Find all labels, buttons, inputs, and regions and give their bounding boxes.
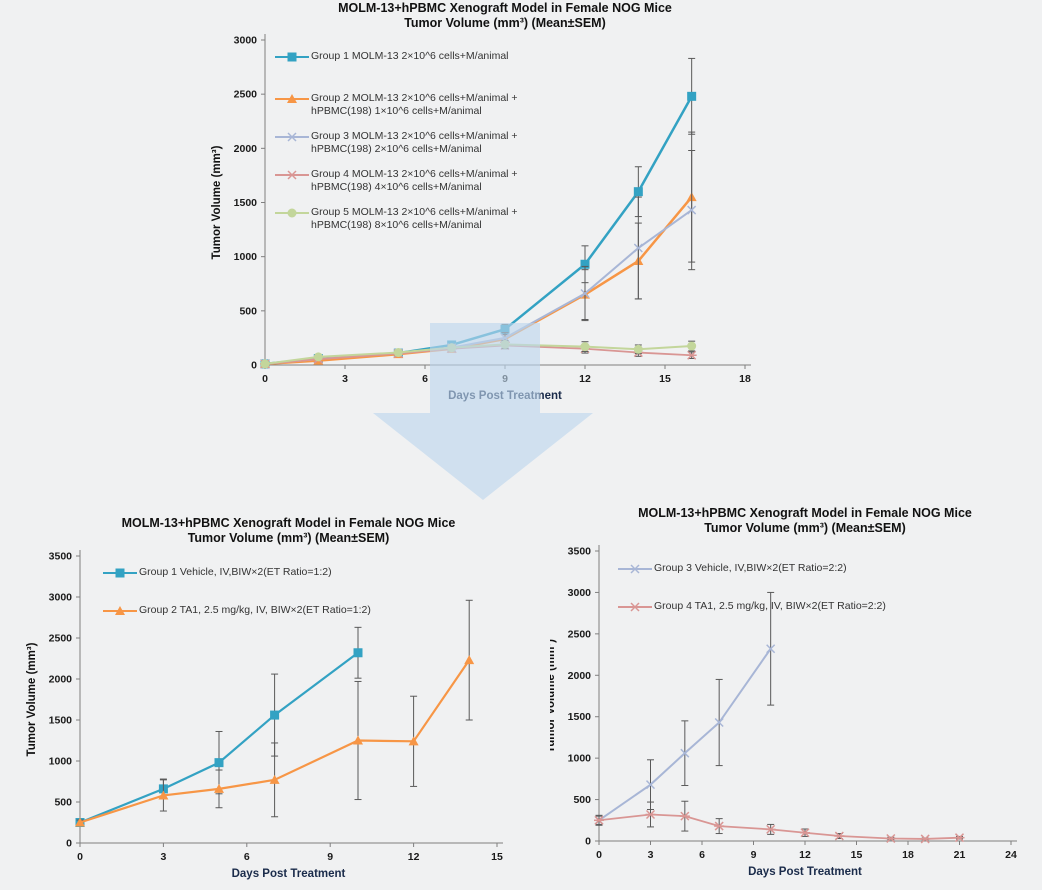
- svg-text:0: 0: [262, 373, 268, 385]
- legend-marker-icon: [275, 169, 309, 180]
- svg-text:1000: 1000: [234, 251, 258, 263]
- svg-text:0: 0: [77, 851, 83, 863]
- svg-text:3500: 3500: [49, 551, 73, 563]
- svg-text:3000: 3000: [49, 592, 73, 604]
- svg-text:9: 9: [751, 849, 757, 861]
- svg-text:Days Post Treatment: Days Post Treatment: [748, 866, 862, 878]
- svg-text:24: 24: [1005, 849, 1017, 861]
- svg-text:2000: 2000: [49, 674, 73, 686]
- svg-text:2000: 2000: [568, 670, 592, 682]
- legend-marker-icon: [275, 93, 309, 103]
- legend-label: Group 2 MOLM-13 2×10^6 cells+M/animal + …: [311, 91, 518, 118]
- legend-label: Group 4 MOLM-13 2×10^6 cells+M/animal + …: [311, 167, 518, 194]
- svg-text:1500: 1500: [568, 711, 592, 723]
- chart-title: MOLM-13+hPBMC Xenograft Model in Female …: [265, 1, 745, 31]
- svg-text:2500: 2500: [234, 89, 258, 101]
- chart-title-line1: MOLM-13+hPBMC Xenograft Model in Female …: [121, 516, 456, 530]
- svg-text:Tumor Volume (mm³): Tumor Volume (mm³): [550, 639, 557, 753]
- chart-title-line1: MOLM-13+hPBMC Xenograft Model in Female …: [338, 1, 672, 15]
- svg-text:Tumor Volume (mm³): Tumor Volume (mm³): [211, 145, 223, 259]
- svg-text:1000: 1000: [49, 756, 73, 768]
- top-chart-legend: Group 1 MOLM-13 2×10^6 cells+M/animal Gro…: [275, 50, 518, 244]
- svg-text:15: 15: [851, 849, 863, 861]
- legend-entry: Group 3 MOLM-13 2×10^6 cells+M/animal + …: [275, 130, 518, 157]
- legend-entry: Group 2 MOLM-13 2×10^6 cells+M/animal + …: [275, 92, 518, 119]
- chart-title-line2: Tumor Volume (mm³) (Mean±SEM): [187, 531, 390, 545]
- legend-label: Group 1 MOLM-13 2×10^6 cells+M/animal: [311, 50, 509, 62]
- down-arrow-shape: [373, 323, 593, 500]
- legend-marker-icon: [275, 52, 309, 62]
- svg-text:3000: 3000: [568, 587, 592, 599]
- legend-entry: Group 4 TA1, 2.5 mg/kg, IV, BIW×2(ET Rat…: [618, 600, 886, 614]
- svg-text:500: 500: [573, 794, 591, 806]
- svg-text:6: 6: [244, 851, 250, 863]
- chart-top-model-establishment: MOLM-13+hPBMC Xenograft Model in Female …: [190, 0, 770, 415]
- chart-bottom-right-vehicle-vs-ta1-ratio-2-2: MOLM-13+hPBMC Xenograft Model in Female …: [550, 505, 1042, 890]
- chart-bottom-left-vehicle-vs-ta1-ratio-1-2: MOLM-13+hPBMC Xenograft Model in Female …: [20, 515, 520, 890]
- svg-text:15: 15: [659, 373, 671, 385]
- svg-text:15: 15: [491, 851, 503, 863]
- svg-text:1500: 1500: [234, 197, 258, 209]
- legend-entry: Group 1 Vehicle, IV,BIW×2(ET Ratio=1:2): [103, 566, 371, 580]
- svg-text:9: 9: [327, 851, 333, 863]
- svg-text:2500: 2500: [49, 633, 73, 645]
- svg-text:Tumor Volume (mm³): Tumor Volume (mm³): [26, 642, 38, 756]
- legend-entry: Group 4 MOLM-13 2×10^6 cells+M/animal + …: [275, 168, 518, 195]
- svg-text:1500: 1500: [49, 715, 73, 727]
- svg-text:12: 12: [408, 851, 420, 863]
- svg-text:21: 21: [954, 849, 966, 861]
- legend-marker-icon: [275, 208, 309, 217]
- svg-text:3000: 3000: [234, 35, 258, 47]
- legend-marker-icon: [103, 605, 137, 615]
- legend-entry: Group 5 MOLM-13 2×10^6 cells+M/animal + …: [275, 206, 518, 233]
- legend-label: Group 3 MOLM-13 2×10^6 cells+M/animal + …: [311, 129, 518, 156]
- chart-title-line2: Tumor Volume (mm³) (Mean±SEM): [704, 521, 906, 535]
- legend-marker-icon: [618, 601, 652, 612]
- legend-marker-icon: [275, 131, 309, 142]
- legend-label: Group 1 Vehicle, IV,BIW×2(ET Ratio=1:2): [139, 566, 332, 578]
- svg-text:18: 18: [739, 373, 751, 385]
- svg-text:6: 6: [699, 849, 705, 861]
- svg-text:12: 12: [579, 373, 591, 385]
- bottom-right-chart-plot: 0 500 1000 1500 2000 2500 3000 3500 0 3 6 9 12 15 18 21…: [550, 545, 1017, 878]
- chart-title-line1: MOLM-13+hPBMC Xenograft Model in Female …: [638, 506, 972, 520]
- chart-title-line2: Tumor Volume (mm³) (Mean±SEM): [404, 16, 606, 30]
- chart-title: MOLM-13+hPBMC Xenograft Model in Female …: [599, 506, 1011, 536]
- legend-label: Group 2 TA1, 2.5 mg/kg, IV, BIW×2(ET Rat…: [139, 603, 371, 616]
- legend-entry: Group 1 MOLM-13 2×10^6 cells+M/animal: [275, 50, 518, 64]
- bottom-right-chart-legend: Group 3 Vehicle, IV,BIW×2(ET Ratio=2:2) G…: [618, 562, 886, 637]
- svg-text:3500: 3500: [568, 546, 592, 558]
- chart-title: MOLM-13+hPBMC Xenograft Model in Female …: [80, 516, 497, 546]
- legend-entry: Group 3 Vehicle, IV,BIW×2(ET Ratio=2:2): [618, 562, 886, 576]
- svg-text:2000: 2000: [234, 143, 258, 155]
- svg-text:6: 6: [422, 373, 428, 385]
- legend-label: Group 3 Vehicle, IV,BIW×2(ET Ratio=2:2): [654, 562, 847, 574]
- down-arrow-icon: [373, 323, 593, 500]
- svg-text:Days Post Treatment: Days Post Treatment: [232, 868, 346, 880]
- legend-marker-icon: [618, 564, 652, 574]
- bottom-left-chart-plot: 0 500 1000 1500 2000 2500 3000 3500 0 3 6 9 12 15 Days…: [26, 550, 503, 880]
- svg-text:3: 3: [160, 851, 166, 863]
- svg-text:0: 0: [66, 838, 72, 850]
- svg-text:3: 3: [648, 849, 654, 861]
- svg-text:1000: 1000: [568, 753, 592, 765]
- svg-text:500: 500: [239, 305, 257, 317]
- bottom-left-chart-legend: Group 1 Vehicle, IV,BIW×2(ET Ratio=1:2) G…: [103, 566, 371, 641]
- legend-marker-icon: [103, 568, 137, 578]
- svg-text:0: 0: [585, 836, 591, 848]
- svg-text:0: 0: [251, 360, 257, 372]
- svg-text:0: 0: [596, 849, 602, 861]
- legend-label: Group 4 TA1, 2.5 mg/kg, IV, BIW×2(ET Rat…: [654, 599, 886, 612]
- svg-text:500: 500: [54, 797, 72, 809]
- svg-text:18: 18: [902, 849, 914, 861]
- svg-text:12: 12: [799, 849, 811, 861]
- svg-text:2500: 2500: [568, 628, 592, 640]
- legend-label: Group 5 MOLM-13 2×10^6 cells+M/animal + …: [311, 205, 518, 232]
- legend-entry: Group 2 TA1, 2.5 mg/kg, IV, BIW×2(ET Rat…: [103, 604, 371, 618]
- svg-text:3: 3: [342, 373, 348, 385]
